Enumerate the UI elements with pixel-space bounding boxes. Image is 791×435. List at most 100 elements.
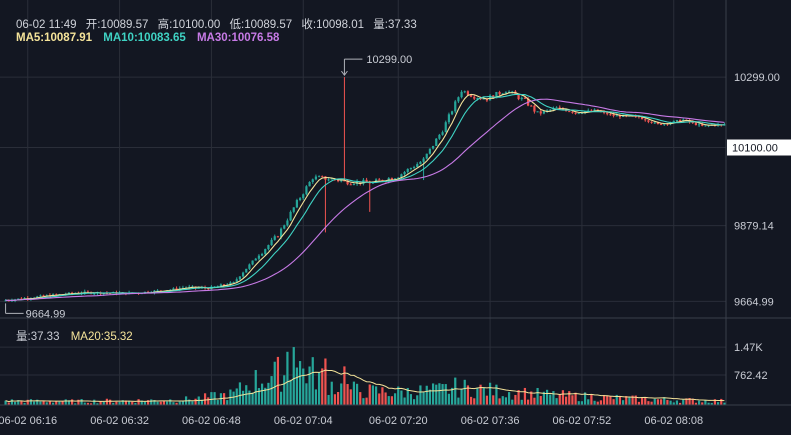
- candle: [457, 96, 460, 104]
- volume-bar: [273, 361, 276, 405]
- volume-bar: [441, 384, 444, 405]
- volume-bar: [89, 403, 93, 405]
- volume-bar: [710, 402, 713, 405]
- volume-bar: [143, 401, 147, 405]
- volume-bar: [32, 401, 36, 405]
- volume-bar: [336, 391, 340, 405]
- volume-bar: [536, 387, 539, 405]
- volume-bar: [374, 386, 378, 405]
- volume-legend-ma20: MA20:35.32: [70, 331, 133, 343]
- volume-bar: [634, 395, 637, 405]
- volume-bar: [241, 390, 245, 405]
- volume-bar: [194, 398, 197, 405]
- candle: [590, 109, 593, 112]
- candle: [558, 105, 561, 109]
- volume-bar: [105, 398, 109, 405]
- volume-bar: [390, 396, 394, 405]
- volume-bar: [4, 400, 7, 405]
- volume-tick-label: 762.42: [734, 370, 768, 382]
- candle: [311, 178, 314, 184]
- volume-bar: [473, 398, 476, 405]
- volume-bar: [444, 384, 447, 405]
- volume-bar: [365, 397, 368, 405]
- volume-bar: [36, 399, 39, 405]
- volume-bar: [387, 396, 390, 405]
- volume-tick-label: 1.47K: [734, 342, 763, 354]
- volume-bar: [115, 401, 118, 405]
- candle: [20, 297, 23, 300]
- volume-bar: [666, 399, 669, 405]
- candle: [346, 179, 349, 186]
- volume-bar: [305, 383, 308, 405]
- candle: [568, 110, 571, 113]
- candle: [308, 181, 311, 187]
- volume-bar: [707, 402, 710, 405]
- volume-bar: [580, 401, 584, 405]
- volume-bar: [431, 383, 435, 405]
- candle: [238, 276, 242, 281]
- candle: [349, 182, 352, 186]
- volume-bar: [539, 395, 542, 405]
- volume-bar: [549, 394, 552, 405]
- price-tick-label: 9664.99: [734, 296, 774, 308]
- volume-bar: [359, 392, 362, 405]
- volume-bar: [191, 401, 194, 405]
- volume-bar: [650, 401, 653, 405]
- volume-bar: [121, 400, 124, 405]
- volume-bar: [232, 391, 235, 405]
- volume-bars: [4, 347, 726, 405]
- volume-bar: [479, 384, 482, 405]
- volume-ma20-line: [5, 369, 725, 403]
- legend-high: 高:10100.00: [157, 19, 221, 31]
- candle: [270, 237, 273, 246]
- volume-bar: [511, 399, 514, 405]
- volume-bar: [621, 400, 625, 405]
- candle: [539, 109, 542, 116]
- volume-bar: [606, 395, 609, 405]
- volume-bar: [422, 391, 425, 405]
- volume-bar: [533, 397, 536, 405]
- candle: [416, 162, 419, 168]
- volume-bar: [403, 397, 406, 405]
- candle: [264, 248, 267, 256]
- price-tick-label: 9879.14: [734, 221, 774, 233]
- candle: [425, 153, 428, 160]
- volume-bar: [200, 399, 204, 405]
- candle: [530, 104, 533, 107]
- volume-bar: [571, 395, 574, 405]
- volume-bar: [501, 396, 504, 405]
- candle: [286, 218, 289, 227]
- candle: [295, 198, 299, 209]
- candle: [454, 99, 457, 114]
- volume-bar: [162, 400, 166, 405]
- volume-bar: [203, 393, 207, 405]
- time-tick-label: 06-02 06:32: [90, 415, 149, 427]
- volume-bar: [99, 401, 102, 405]
- high-marker-label: 10299.00: [366, 54, 412, 66]
- volume-bar: [61, 401, 64, 405]
- candle: [292, 207, 295, 214]
- volume-bar: [685, 398, 688, 405]
- candle: [403, 170, 406, 177]
- volume-bar: [279, 391, 283, 405]
- volume-bar: [321, 368, 324, 405]
- volume-bar: [74, 403, 77, 405]
- volume-bar: [207, 397, 210, 405]
- volume-bar: [460, 388, 463, 405]
- volume-bar: [96, 403, 99, 405]
- volume-bar: [292, 347, 295, 405]
- volume-bar: [13, 402, 17, 405]
- volume-bar: [466, 385, 470, 405]
- volume-bar: [124, 400, 128, 405]
- candle: [438, 133, 441, 140]
- candle: [536, 111, 539, 113]
- volume-bar: [333, 394, 337, 405]
- volume-bar: [298, 361, 302, 405]
- volume-bar: [691, 398, 694, 405]
- legend-ma30: MA30:10076.58: [196, 32, 280, 44]
- volume-bar: [70, 399, 74, 405]
- volume-bar: [251, 392, 254, 405]
- candle: [704, 125, 707, 127]
- volume-bar: [530, 391, 533, 405]
